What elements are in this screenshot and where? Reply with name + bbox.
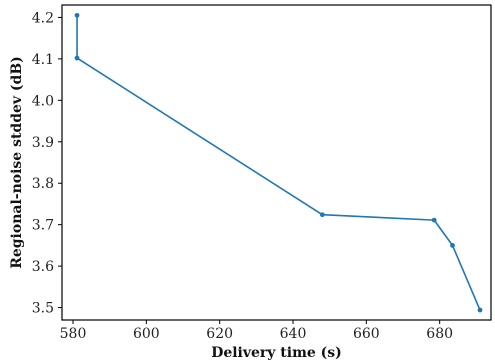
data-point bbox=[431, 217, 437, 223]
y-tick-label: 3.5 bbox=[32, 301, 54, 317]
y-tick-label: 3.8 bbox=[32, 176, 54, 192]
plot-layer bbox=[74, 12, 483, 313]
x-axis-label: Delivery time (s) bbox=[211, 345, 342, 361]
x-tick-label: 600 bbox=[133, 326, 160, 342]
y-tick-label: 4.2 bbox=[32, 10, 54, 26]
y-tick-label: 4.0 bbox=[32, 93, 54, 109]
data-point bbox=[319, 212, 325, 218]
x-tick-label: 580 bbox=[60, 326, 87, 342]
x-tick-label: 640 bbox=[280, 326, 307, 342]
x-tick-label: 680 bbox=[426, 326, 453, 342]
y-tick-label: 3.9 bbox=[32, 135, 54, 151]
y-axis-label: Regional-noise stddev (dB) bbox=[9, 56, 25, 269]
series-line bbox=[76, 15, 481, 311]
ticks-layer: 580 600 620 640 660 680 3.5 3.6 3.7 3.8 3.9 4.0 4.1 4… bbox=[32, 10, 453, 342]
y-tick-label: 3.7 bbox=[32, 218, 54, 234]
x-tick-label: 620 bbox=[206, 326, 233, 342]
data-point bbox=[74, 12, 80, 18]
data-point bbox=[450, 242, 455, 248]
y-tick-label: 3.6 bbox=[32, 259, 54, 275]
y-tick-label: 4.1 bbox=[32, 52, 54, 68]
data-point bbox=[74, 55, 80, 61]
data-point bbox=[477, 307, 483, 313]
plot-frame bbox=[61, 4, 492, 321]
x-tick-label: 660 bbox=[353, 326, 380, 342]
